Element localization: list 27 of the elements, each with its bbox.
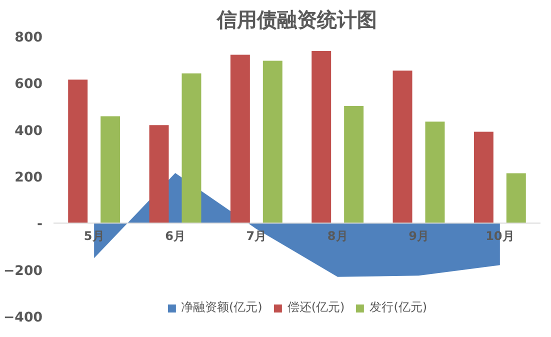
bar xyxy=(344,106,364,224)
bar xyxy=(230,54,250,224)
y-tick-label: 200 xyxy=(14,170,43,186)
bar xyxy=(68,80,88,224)
bar xyxy=(262,60,282,224)
bar xyxy=(182,73,202,224)
y-tick-label: −200 xyxy=(4,264,43,279)
bar xyxy=(149,125,169,224)
x-tick-label: 7月 xyxy=(246,229,267,244)
legend-label: 偿还(亿元) xyxy=(287,299,345,316)
x-tick-label: 9月 xyxy=(408,229,429,244)
legend-label: 净融资额(亿元) xyxy=(180,299,262,316)
bar xyxy=(506,173,526,224)
y-tick-label: −400 xyxy=(4,310,43,326)
x-tick-label: 6月 xyxy=(165,229,186,244)
bar xyxy=(392,70,412,224)
legend-label: 发行(亿元) xyxy=(370,299,428,316)
bar xyxy=(100,116,120,224)
y-tick-label: 800 xyxy=(14,30,43,46)
y-tick-label: - xyxy=(36,217,43,232)
bar xyxy=(312,50,332,224)
y-tick-label: 400 xyxy=(14,124,43,139)
bar xyxy=(425,122,445,224)
bar xyxy=(474,132,494,224)
y-tick-label: 600 xyxy=(14,77,43,92)
chart-title: 信用债融资统计图 xyxy=(216,8,377,32)
x-tick-label: 8月 xyxy=(327,229,348,244)
